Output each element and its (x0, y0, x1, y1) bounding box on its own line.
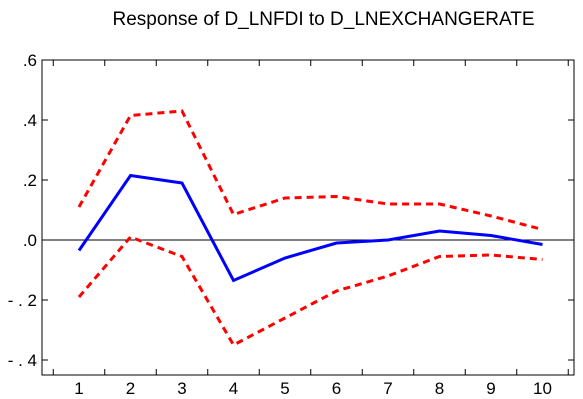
x-tick-label: 8 (435, 379, 444, 398)
chart-title: Response of D_LNFDI to D_LNEXCHANGERATE (112, 9, 535, 30)
x-tick-label: 4 (229, 379, 238, 398)
x-tick-label: 1 (74, 379, 83, 398)
y-tick-label: - . 2 (8, 291, 37, 310)
y-tick-label: .4 (23, 111, 37, 130)
x-tick-label: 6 (332, 379, 341, 398)
x-tick-label: 7 (383, 379, 392, 398)
plot-frame (41, 59, 575, 376)
y-tick-label: .0 (23, 231, 37, 250)
x-tick-label: 9 (486, 379, 495, 398)
x-tick-label: 3 (177, 379, 186, 398)
plot-frame-group (41, 59, 575, 376)
x-tick-label: 2 (126, 379, 135, 398)
series-line-upper-band (77, 109, 543, 231)
series-line-response (77, 173, 543, 283)
x-tick-label: 10 (533, 379, 552, 398)
axis-ticks-group: .6 .4 .2 .0 - . 2 - . 4 1 2 3 4 5 6 7 8 9 10 (8, 51, 574, 398)
y-tick-label: - . 4 (8, 351, 37, 370)
series-lines-group (77, 109, 543, 347)
y-tick-label: .6 (23, 51, 37, 70)
y-tick-label: .2 (23, 171, 37, 190)
x-tick-label: 5 (280, 379, 289, 398)
series-line-lower-band (77, 235, 543, 347)
